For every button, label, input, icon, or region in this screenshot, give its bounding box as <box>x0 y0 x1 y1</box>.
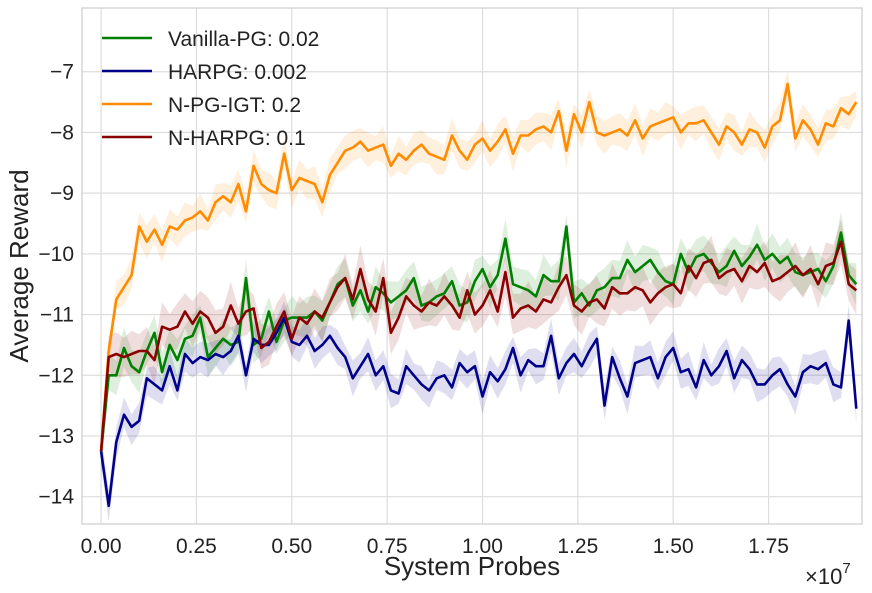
y-tick-labels: −14 −13 −12 −11 −10 −9 −8 −7 <box>38 61 74 509</box>
line-harpg <box>99 316 858 508</box>
line-n-harpg <box>99 240 858 452</box>
band-n-pg-igt <box>101 69 857 467</box>
x-tick-label: 1.75 <box>748 535 789 558</box>
x-tick-label: 0.00 <box>81 535 122 558</box>
x-scale-multiplier: ×107 <box>805 560 851 589</box>
y-tick-label: −9 <box>50 182 74 205</box>
x-scale-base: ×10 <box>805 564 842 589</box>
x-axis-title: System Probes <box>384 551 560 581</box>
legend-label-n-harpg: N-HARPG: 0.1 <box>168 127 306 150</box>
legend-label-vanilla-pg: Vanilla-PG: 0.02 <box>168 28 319 51</box>
x-tick-label: 0.25 <box>176 535 217 558</box>
y-tick-label: −12 <box>38 364 74 387</box>
plot-frame <box>81 7 863 525</box>
y-axis-title: Average Reward <box>4 169 34 362</box>
x-tick-label: 1.25 <box>557 535 598 558</box>
line-n-pg-igt <box>99 82 858 452</box>
y-tick-label: −13 <box>38 425 74 448</box>
line-vanilla-pg <box>99 225 858 452</box>
y-tick-label: −14 <box>38 486 74 509</box>
y-tick-label: −8 <box>50 121 74 144</box>
x-tick-label: 1.00 <box>462 535 503 558</box>
y-tick-label: −7 <box>50 61 74 84</box>
y-tick-label: −11 <box>40 304 74 327</box>
legend: Vanilla-PG: 0.02 HARPG: 0.002 N-PG-IGT: 0.… <box>102 28 319 150</box>
legend-label-harpg: HARPG: 0.002 <box>168 61 307 84</box>
x-scale-exponent: 7 <box>842 560 850 577</box>
series-lines <box>99 82 858 508</box>
legend-label-n-pg-igt: N-PG-IGT: 0.2 <box>168 94 301 117</box>
x-tick-label: 0.50 <box>271 535 312 558</box>
grid-lines <box>82 8 862 524</box>
y-tick-label: −10 <box>38 243 74 266</box>
x-tick-labels: 0.00 0.25 0.50 0.75 1.00 1.25 1.50 1.75 <box>81 535 789 558</box>
x-tick-label: 0.75 <box>367 535 408 558</box>
x-tick-label: 1.50 <box>653 535 694 558</box>
band-vanilla-pg <box>101 211 857 473</box>
